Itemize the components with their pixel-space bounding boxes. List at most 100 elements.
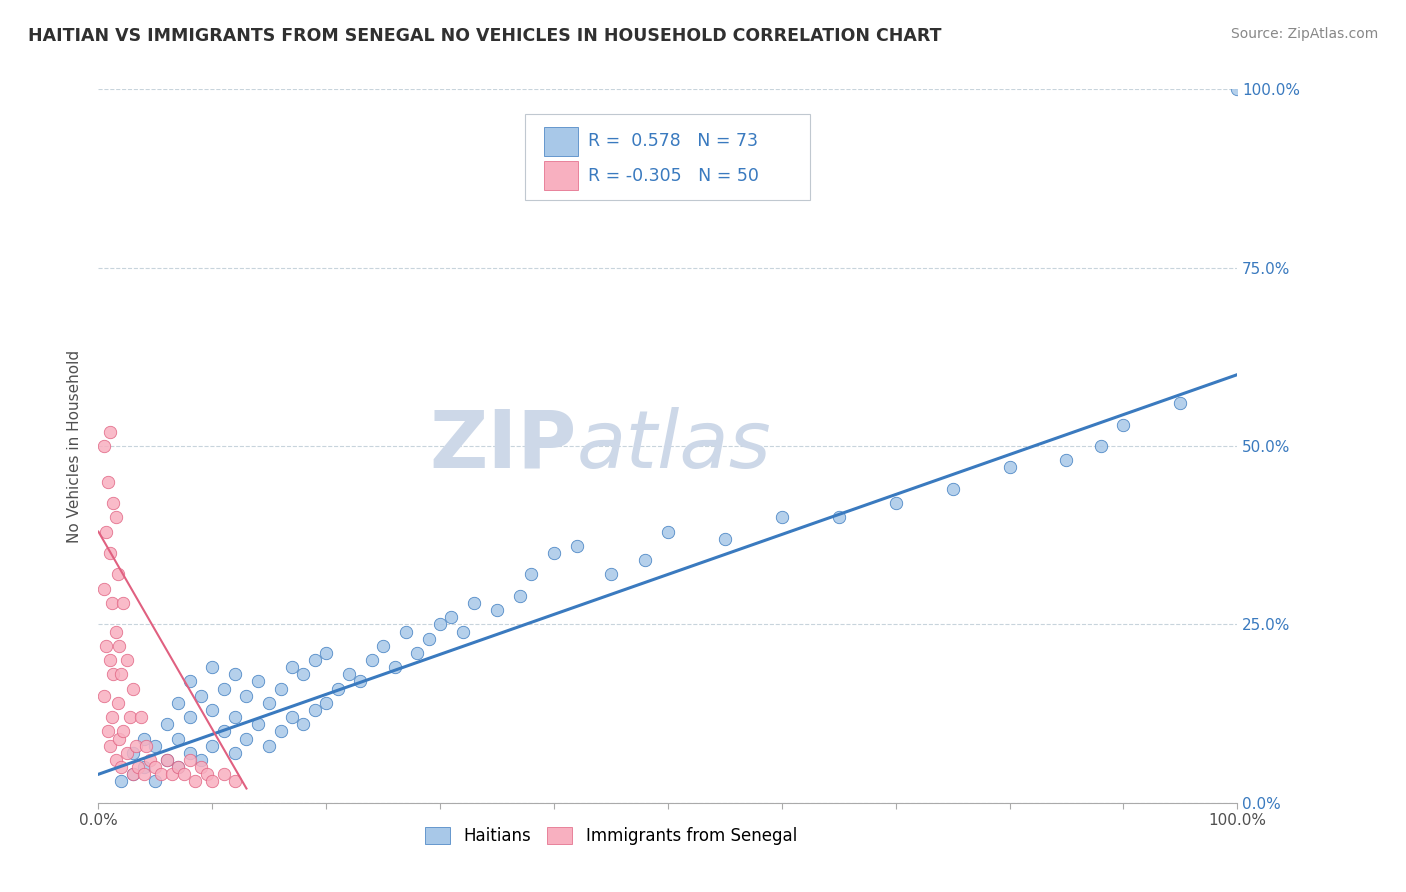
Point xyxy=(167,760,190,774)
Text: Source: ZipAtlas.com: Source: ZipAtlas.com xyxy=(1230,27,1378,41)
Point xyxy=(112,724,135,739)
Point xyxy=(281,710,304,724)
Point xyxy=(120,710,142,724)
Text: R =  0.578   N = 73: R = 0.578 N = 73 xyxy=(588,132,758,150)
Point xyxy=(145,760,167,774)
Point xyxy=(121,767,143,781)
Point xyxy=(224,667,246,681)
Point xyxy=(657,524,679,539)
Point xyxy=(98,653,121,667)
Point xyxy=(179,746,201,760)
Point xyxy=(463,596,485,610)
Point xyxy=(96,639,118,653)
Point xyxy=(112,596,135,610)
Point xyxy=(395,624,418,639)
Text: atlas: atlas xyxy=(576,407,772,485)
Point xyxy=(349,674,371,689)
Point xyxy=(179,674,201,689)
Point xyxy=(150,767,173,781)
Point xyxy=(770,510,793,524)
Point xyxy=(93,689,115,703)
Point xyxy=(281,660,304,674)
Point xyxy=(565,539,588,553)
Point xyxy=(212,681,235,696)
Point xyxy=(93,439,115,453)
Point xyxy=(167,731,190,746)
FancyBboxPatch shape xyxy=(544,161,578,190)
Point xyxy=(190,753,212,767)
Point xyxy=(509,589,531,603)
Text: HAITIAN VS IMMIGRANTS FROM SENEGAL NO VEHICLES IN HOUSEHOLD CORRELATION CHART: HAITIAN VS IMMIGRANTS FROM SENEGAL NO VE… xyxy=(28,27,942,45)
Point xyxy=(600,567,623,582)
Point xyxy=(110,774,132,789)
Point xyxy=(1090,439,1112,453)
Point xyxy=(304,653,326,667)
Point xyxy=(235,731,257,746)
Point xyxy=(127,760,149,774)
Point xyxy=(138,753,160,767)
Point xyxy=(942,482,965,496)
Point xyxy=(1054,453,1078,467)
Text: ZIP: ZIP xyxy=(429,407,576,485)
Legend: Haitians, Immigrants from Senegal: Haitians, Immigrants from Senegal xyxy=(418,820,804,852)
Point xyxy=(224,746,246,760)
Point xyxy=(104,624,127,639)
Point xyxy=(121,767,143,781)
Point xyxy=(429,617,451,632)
Point xyxy=(418,632,440,646)
Point xyxy=(520,567,543,582)
Point xyxy=(212,724,235,739)
Point xyxy=(179,753,201,767)
Point xyxy=(440,610,463,624)
Point xyxy=(108,731,131,746)
Point xyxy=(486,603,509,617)
Point xyxy=(129,710,152,724)
Point xyxy=(190,689,212,703)
Point xyxy=(179,710,201,724)
Point xyxy=(156,717,179,731)
Point xyxy=(1226,82,1249,96)
Point xyxy=(101,710,124,724)
Point xyxy=(145,739,167,753)
Point xyxy=(98,739,121,753)
Point xyxy=(201,660,224,674)
Point xyxy=(184,774,207,789)
FancyBboxPatch shape xyxy=(526,114,810,200)
Point xyxy=(292,717,315,731)
Point xyxy=(190,760,212,774)
Point xyxy=(451,624,474,639)
Point xyxy=(101,596,124,610)
Point xyxy=(125,739,148,753)
Point xyxy=(259,696,281,710)
Point xyxy=(132,731,155,746)
Point xyxy=(135,739,157,753)
Point xyxy=(201,739,224,753)
Point xyxy=(326,681,349,696)
Point xyxy=(93,582,115,596)
Point xyxy=(167,696,190,710)
Point xyxy=(115,653,138,667)
Point xyxy=(1112,417,1135,432)
Point xyxy=(96,475,118,489)
Point xyxy=(884,496,907,510)
Point xyxy=(132,767,155,781)
Point xyxy=(98,425,121,439)
Point xyxy=(201,703,224,717)
Point xyxy=(384,660,406,674)
Point xyxy=(315,696,337,710)
Point xyxy=(173,767,195,781)
Point xyxy=(110,667,132,681)
Point xyxy=(145,774,167,789)
Point xyxy=(104,510,127,524)
Point xyxy=(162,767,184,781)
Point xyxy=(156,753,179,767)
Point xyxy=(406,646,429,660)
Point xyxy=(304,703,326,717)
Point xyxy=(104,753,127,767)
Point xyxy=(156,753,179,767)
Point xyxy=(121,681,143,696)
Point xyxy=(998,460,1021,475)
Point xyxy=(195,767,218,781)
Point xyxy=(270,681,292,696)
Point xyxy=(270,724,292,739)
